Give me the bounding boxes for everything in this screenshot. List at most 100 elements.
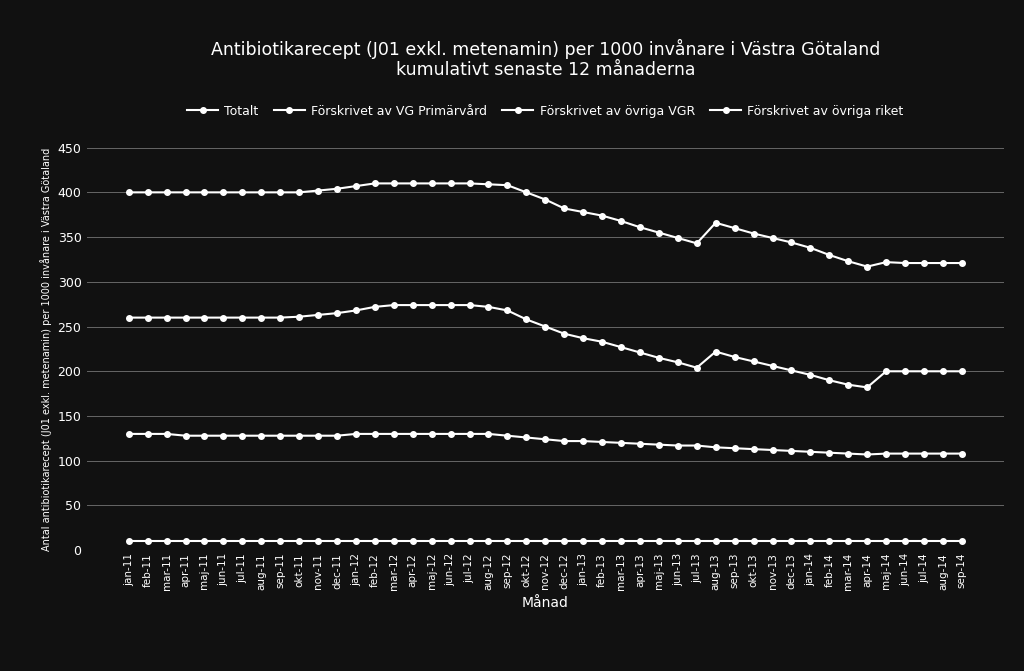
- Förskrivet av övriga VGR: [804, 448, 816, 456]
- Förskrivet av VG Primärvård: [918, 367, 930, 375]
- Totalt: [748, 229, 760, 238]
- Förskrivet av övriga riket: [899, 537, 911, 546]
- Förskrivet av övriga VGR: [577, 437, 589, 445]
- Förskrivet av övriga riket: [199, 537, 211, 546]
- Totalt: [539, 195, 551, 203]
- Legend: Totalt, Förskrivet av VG Primärvård, Förskrivet av övriga VGR, Förskrivet av övr: Totalt, Förskrivet av VG Primärvård, För…: [182, 99, 908, 123]
- Totalt: [199, 189, 211, 197]
- Totalt: [141, 189, 154, 197]
- Totalt: [614, 217, 627, 225]
- Förskrivet av övriga VGR: [350, 430, 362, 438]
- Totalt: [444, 179, 457, 187]
- Totalt: [880, 258, 892, 266]
- Förskrivet av VG Primärvård: [388, 301, 400, 309]
- Y-axis label: Antal antibiotikarecept (J01 exkl. metenamin) per 1000 invånare i Västra Götalan: Antal antibiotikarecept (J01 exkl. meten…: [40, 148, 52, 550]
- Förskrivet av övriga VGR: [861, 450, 873, 458]
- Förskrivet av övriga riket: [520, 537, 532, 546]
- Förskrivet av övriga VGR: [710, 444, 722, 452]
- Förskrivet av VG Primärvård: [558, 329, 570, 338]
- Title: Antibiotikarecept (J01 exkl. metenamin) per 1000 invånare i Västra Götaland
kumu: Antibiotikarecept (J01 exkl. metenamin) …: [211, 38, 880, 79]
- Förskrivet av VG Primärvård: [331, 309, 343, 317]
- Förskrivet av övriga riket: [861, 537, 873, 546]
- Förskrivet av VG Primärvård: [255, 313, 267, 321]
- Förskrivet av övriga VGR: [539, 435, 551, 444]
- Förskrivet av övriga VGR: [842, 450, 854, 458]
- Totalt: [520, 189, 532, 197]
- Förskrivet av VG Primärvård: [766, 362, 778, 370]
- Förskrivet av övriga riket: [388, 537, 400, 546]
- Totalt: [955, 259, 968, 267]
- Totalt: [728, 224, 740, 232]
- Förskrivet av övriga riket: [179, 537, 191, 546]
- Förskrivet av VG Primärvård: [710, 348, 722, 356]
- Totalt: [482, 180, 495, 189]
- Förskrivet av VG Primärvård: [123, 313, 135, 321]
- Förskrivet av övriga riket: [577, 537, 589, 546]
- Totalt: [464, 179, 476, 187]
- Förskrivet av övriga riket: [634, 537, 646, 546]
- Förskrivet av VG Primärvård: [161, 313, 173, 321]
- Totalt: [558, 205, 570, 213]
- Totalt: [823, 251, 836, 259]
- Totalt: [350, 182, 362, 190]
- Förskrivet av övriga VGR: [672, 442, 684, 450]
- Förskrivet av VG Primärvård: [369, 303, 381, 311]
- Förskrivet av övriga VGR: [369, 430, 381, 438]
- Totalt: [842, 257, 854, 265]
- Totalt: [899, 259, 911, 267]
- Totalt: [369, 179, 381, 187]
- Förskrivet av övriga riket: [539, 537, 551, 546]
- Förskrivet av övriga riket: [293, 537, 305, 546]
- Förskrivet av övriga riket: [766, 537, 778, 546]
- Totalt: [937, 259, 949, 267]
- Förskrivet av VG Primärvård: [899, 367, 911, 375]
- Förskrivet av övriga riket: [785, 537, 798, 546]
- Totalt: [274, 189, 287, 197]
- Förskrivet av övriga VGR: [596, 438, 608, 446]
- Förskrivet av övriga VGR: [141, 430, 154, 438]
- Förskrivet av VG Primärvård: [444, 301, 457, 309]
- Förskrivet av övriga VGR: [482, 430, 495, 438]
- Förskrivet av övriga riket: [614, 537, 627, 546]
- Totalt: [293, 189, 305, 197]
- Förskrivet av övriga VGR: [237, 431, 249, 440]
- Förskrivet av övriga VGR: [312, 431, 325, 440]
- Förskrivet av VG Primärvård: [634, 348, 646, 356]
- Förskrivet av övriga riket: [141, 537, 154, 546]
- Totalt: [785, 238, 798, 246]
- Förskrivet av övriga riket: [331, 537, 343, 546]
- Förskrivet av VG Primärvård: [199, 313, 211, 321]
- Förskrivet av övriga VGR: [634, 440, 646, 448]
- Förskrivet av VG Primärvård: [217, 313, 229, 321]
- Totalt: [918, 259, 930, 267]
- Förskrivet av övriga riket: [407, 537, 419, 546]
- Förskrivet av övriga VGR: [255, 431, 267, 440]
- Förskrivet av övriga riket: [464, 537, 476, 546]
- Förskrivet av övriga VGR: [331, 431, 343, 440]
- Förskrivet av övriga riket: [652, 537, 665, 546]
- Förskrivet av övriga riket: [482, 537, 495, 546]
- Förskrivet av övriga riket: [312, 537, 325, 546]
- Totalt: [577, 208, 589, 216]
- Förskrivet av övriga VGR: [199, 431, 211, 440]
- Förskrivet av övriga VGR: [558, 437, 570, 445]
- Totalt: [237, 189, 249, 197]
- Förskrivet av VG Primärvård: [274, 313, 287, 321]
- Förskrivet av VG Primärvård: [861, 383, 873, 391]
- Totalt: [123, 189, 135, 197]
- Förskrivet av VG Primärvård: [652, 354, 665, 362]
- Totalt: [861, 262, 873, 270]
- Totalt: [161, 189, 173, 197]
- Totalt: [596, 211, 608, 219]
- Förskrivet av övriga VGR: [388, 430, 400, 438]
- Förskrivet av övriga riket: [558, 537, 570, 546]
- Totalt: [179, 189, 191, 197]
- Förskrivet av övriga riket: [369, 537, 381, 546]
- Line: Förskrivet av övriga riket: Förskrivet av övriga riket: [126, 539, 965, 544]
- Totalt: [804, 244, 816, 252]
- Line: Förskrivet av VG Primärvård: Förskrivet av VG Primärvård: [126, 303, 965, 390]
- Förskrivet av VG Primärvård: [539, 323, 551, 331]
- Totalt: [312, 187, 325, 195]
- Totalt: [634, 223, 646, 231]
- Förskrivet av VG Primärvård: [577, 334, 589, 342]
